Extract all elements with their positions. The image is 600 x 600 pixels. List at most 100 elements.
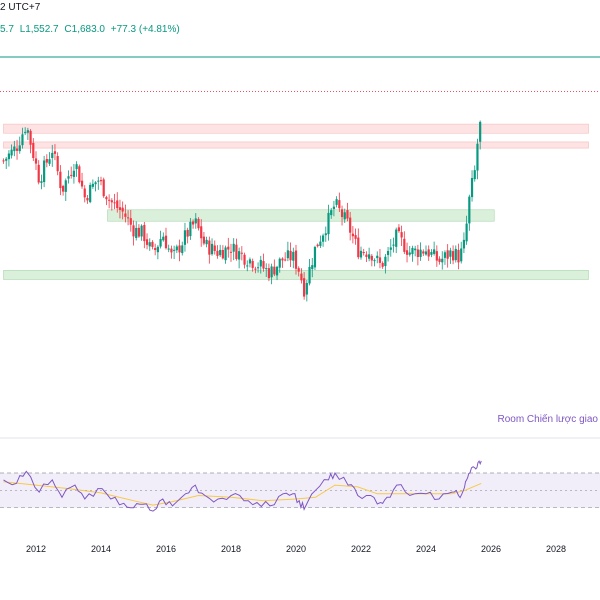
candle-body bbox=[441, 258, 444, 263]
candle-body bbox=[83, 188, 86, 198]
candle-body bbox=[254, 268, 257, 270]
candle-body bbox=[359, 250, 363, 258]
candle-body bbox=[338, 200, 341, 209]
candle-body bbox=[110, 200, 113, 203]
candle-body bbox=[408, 252, 411, 255]
x-tick-label: 2026 bbox=[481, 544, 501, 554]
candle-body bbox=[232, 243, 235, 252]
candle-body bbox=[29, 130, 32, 145]
candle-body bbox=[243, 254, 246, 265]
candle-body bbox=[479, 121, 482, 142]
candle-body bbox=[286, 250, 289, 259]
candle-body bbox=[275, 266, 279, 276]
candle-body bbox=[213, 245, 216, 251]
candle-body bbox=[405, 250, 409, 255]
watermark-annotation: Room Chiến lược giao bbox=[497, 414, 598, 425]
candle-body bbox=[349, 217, 352, 233]
candle-body bbox=[392, 244, 395, 246]
candle-body bbox=[370, 255, 373, 261]
x-tick-label: 2028 bbox=[546, 544, 566, 554]
candle-body bbox=[124, 213, 127, 217]
candle-body bbox=[151, 241, 154, 247]
candle-body bbox=[457, 249, 460, 263]
candle-body bbox=[389, 247, 392, 250]
candle-body bbox=[424, 251, 428, 255]
candle-body bbox=[465, 223, 468, 242]
candle-body bbox=[18, 145, 21, 152]
candle-body bbox=[191, 221, 195, 225]
candle-body bbox=[449, 250, 452, 257]
candle-body bbox=[116, 200, 119, 209]
close-value: C1,683.0 bbox=[64, 24, 105, 35]
candle-body bbox=[227, 246, 230, 250]
candle-body bbox=[121, 207, 124, 212]
candle-body bbox=[411, 247, 414, 255]
candle-body bbox=[422, 251, 425, 254]
candle-body bbox=[37, 164, 40, 183]
candle-body bbox=[468, 196, 471, 224]
candle-body bbox=[235, 244, 238, 259]
change-value: +77.3 (+4.81%) bbox=[110, 24, 180, 35]
candle-body bbox=[381, 262, 384, 267]
candle-body bbox=[148, 242, 151, 247]
candle-body bbox=[430, 252, 433, 255]
candle-body bbox=[26, 130, 29, 133]
candle-body bbox=[43, 160, 46, 183]
candle-body bbox=[51, 152, 54, 158]
candle-body bbox=[462, 239, 466, 249]
candle-body bbox=[365, 254, 368, 257]
candle-body bbox=[470, 177, 474, 198]
candle-body bbox=[72, 170, 76, 177]
resistance-zone bbox=[3, 141, 589, 149]
candle-body bbox=[135, 227, 138, 238]
timeframe-timezone: 2 UTC+7 bbox=[0, 2, 41, 13]
candle-body bbox=[78, 166, 81, 183]
candle-body bbox=[219, 249, 222, 256]
candle-body bbox=[316, 244, 319, 247]
candle-body bbox=[476, 143, 479, 171]
x-tick-label: 2014 bbox=[91, 544, 111, 554]
candle-body bbox=[186, 229, 189, 237]
candle-body bbox=[56, 156, 59, 172]
candle-body bbox=[181, 245, 184, 254]
candle-body bbox=[170, 248, 173, 253]
candle-body bbox=[362, 251, 365, 254]
candle-body bbox=[105, 197, 108, 200]
candle-body bbox=[99, 180, 103, 182]
candle-body bbox=[154, 248, 157, 251]
candle-body bbox=[240, 252, 243, 254]
candle-body bbox=[145, 239, 149, 245]
candle-body bbox=[451, 251, 455, 261]
candle-body bbox=[164, 235, 168, 249]
candle-body bbox=[292, 251, 295, 261]
candle-body bbox=[175, 246, 178, 251]
candle-body bbox=[281, 258, 284, 261]
candle-body bbox=[221, 249, 224, 259]
x-tick-label: 2012 bbox=[26, 544, 46, 554]
candle-body bbox=[91, 183, 94, 187]
x-tick-label: 2018 bbox=[221, 544, 241, 554]
candle-body bbox=[40, 181, 43, 183]
candle-body bbox=[376, 255, 379, 259]
candle-body bbox=[427, 249, 430, 257]
candle-body bbox=[118, 207, 122, 210]
candle-body bbox=[94, 182, 97, 185]
candle-body bbox=[224, 247, 227, 261]
candle-body bbox=[251, 260, 254, 268]
candle-body bbox=[10, 149, 13, 156]
resistance-zone bbox=[3, 123, 589, 134]
chart-header: 2 UTC+7 bbox=[0, 0, 600, 16]
candle-body bbox=[2, 160, 5, 162]
x-tick-label: 2022 bbox=[351, 544, 371, 554]
candle-body bbox=[294, 250, 298, 269]
candle-body bbox=[53, 151, 57, 154]
candle-body bbox=[67, 176, 70, 179]
candle-body bbox=[197, 218, 200, 229]
candle-body bbox=[313, 246, 317, 268]
candle-body bbox=[216, 250, 219, 256]
candle-body bbox=[378, 257, 382, 263]
candle-body bbox=[311, 265, 314, 270]
candle-body bbox=[194, 218, 197, 224]
x-tick-label: 2020 bbox=[286, 544, 306, 554]
